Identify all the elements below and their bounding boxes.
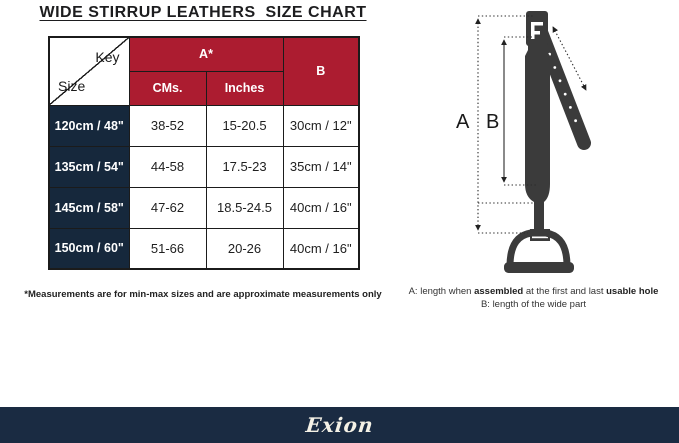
measurements-footnote: *Measurements are for min-max sizes and … [24,289,382,300]
table-row: 135cm / 54" 44-58 17.5-23 35cm / 14" [48,145,360,188]
caption-line-b: B: length of the wide part [480,298,587,310]
b-cell: 35cm / 14" [282,145,360,188]
stirrup-leather-diagram: A B [400,0,679,285]
dimension-a-label: A [456,111,470,133]
key-size-header-cell: Key Size [48,36,130,106]
diagram-caption: A: length when assembled at the first an… [388,286,679,311]
inches-cell: 15-20.5 [205,104,284,147]
row-size-cell: 150cm / 60" [48,227,130,270]
row-size-cell: 120cm / 48" [48,104,130,147]
cms-cell: 38-52 [128,104,207,147]
table-row: 150cm / 60" 51-66 20-26 40cm / 16" [48,227,360,270]
stirrup-leather-illustration-icon: A B [456,11,591,273]
b-cell: 40cm / 16" [282,186,360,229]
inches-cell: 18.5-24.5 [205,186,284,229]
size-chart-table: Key Size A* B CMs. Inches 120cm / 48" 38… [48,36,360,270]
dimension-b-label: B [486,111,499,133]
column-cms-header: CMs. [128,70,207,106]
page-title: WIDE STIRRUP LEATHERS SIZE CHART [39,4,367,21]
inches-cell: 20-26 [205,227,284,270]
row-size-cell: 145cm / 58" [48,186,130,229]
brand-logo: Exion [304,413,375,437]
cms-cell: 44-58 [128,145,207,188]
row-size-cell: 135cm / 54" [48,145,130,188]
column-inches-header: Inches [205,70,284,106]
column-a-header: A* [128,36,284,72]
cms-cell: 51-66 [128,227,207,270]
key-label: Key [95,49,120,65]
column-b-header: B [282,36,360,106]
b-cell: 30cm / 12" [282,104,360,147]
caption-line-a: A: length when assembled at the first an… [408,286,659,297]
cms-cell: 47-62 [128,186,207,229]
table-row: 145cm / 58" 47-62 18.5-24.5 40cm / 16" [48,186,360,229]
inches-cell: 17.5-23 [205,145,284,188]
b-cell: 40cm / 16" [282,227,360,270]
table-row: 120cm / 48" 38-52 15-20.5 30cm / 12" [48,104,360,147]
footer-bar: Exion [0,407,679,443]
size-label: Size [58,77,86,94]
